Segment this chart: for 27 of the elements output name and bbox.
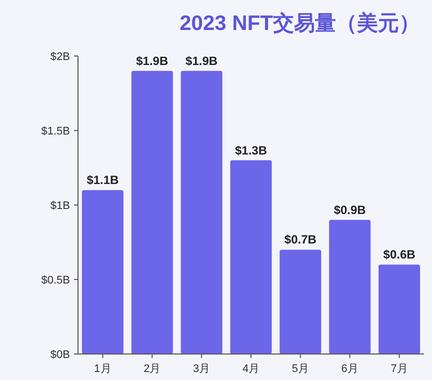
x-tick-label: 6月 [341, 363, 358, 375]
bar [378, 264, 420, 354]
bar [329, 220, 371, 354]
y-tick-label: $1B [50, 200, 70, 212]
y-tick-label: $1.5B [41, 126, 70, 138]
data-label: $1.9B [136, 54, 168, 68]
y-tick-label: $2B [50, 51, 70, 63]
data-label: $0.7B [284, 232, 317, 247]
bar [180, 70, 222, 354]
x-tick-label: 4月 [242, 363, 260, 375]
data-label: $1.1B [86, 173, 120, 188]
y-tick-label: $0B [50, 349, 70, 361]
data-label: $1.3B [234, 143, 268, 158]
data-label: $0.6B [383, 248, 416, 262]
x-tick-label: 3月 [193, 363, 210, 375]
data-label: $0.9B [334, 202, 366, 217]
data-label: $1.9B [186, 54, 218, 68]
bar [131, 70, 173, 354]
bar [230, 160, 272, 354]
bar [82, 190, 124, 354]
bar [280, 250, 322, 354]
x-tick-label: 5月 [292, 363, 309, 375]
x-tick-label: 2月 [144, 363, 161, 375]
x-tick-label: 1月 [94, 363, 112, 375]
chart-title: 2023 NFT交易量（美元） [180, 11, 420, 35]
y-tick-label: $0.5B [41, 274, 70, 286]
x-tick-label: 7月 [390, 363, 408, 375]
